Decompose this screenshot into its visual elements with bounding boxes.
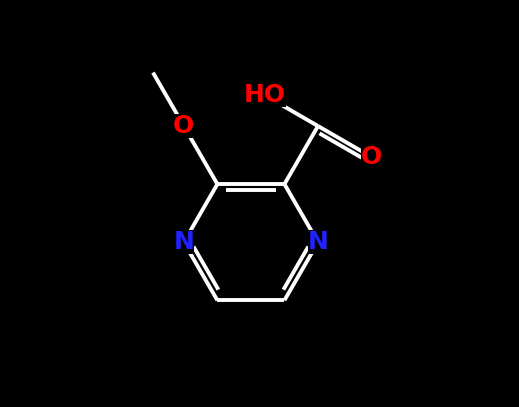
Text: N: N (173, 230, 194, 254)
Text: O: O (361, 145, 382, 169)
Text: HO: HO (243, 83, 285, 107)
Text: N: N (308, 230, 329, 254)
Text: O: O (173, 114, 195, 138)
